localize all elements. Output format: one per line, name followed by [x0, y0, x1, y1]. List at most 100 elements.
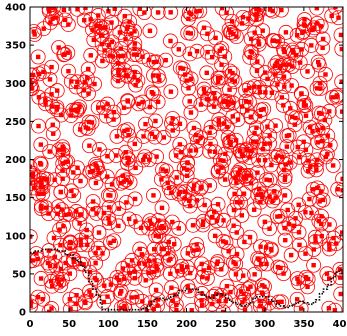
point-circle — [302, 119, 318, 135]
x-tick-label: 350 — [293, 319, 314, 330]
point-marker — [49, 64, 54, 70]
point-circle — [144, 84, 160, 100]
point-marker — [139, 252, 144, 257]
point-circle — [325, 89, 341, 105]
point-circle — [89, 272, 105, 288]
point-marker — [182, 166, 187, 171]
point-circle — [225, 26, 241, 42]
point-circle — [266, 33, 282, 49]
point-marker — [262, 284, 267, 289]
point-marker — [216, 299, 222, 304]
point-circle — [309, 80, 325, 96]
point-marker — [267, 141, 272, 146]
point-circle — [96, 294, 112, 310]
point-marker — [267, 178, 273, 183]
point-marker — [255, 170, 260, 175]
point-circle — [199, 26, 215, 42]
point-marker — [290, 64, 295, 69]
point-marker — [47, 77, 53, 82]
point-marker — [124, 200, 129, 205]
y-tick-label: 100 — [5, 231, 26, 242]
point-marker — [327, 222, 332, 227]
point-circle — [257, 214, 273, 230]
point-circle — [324, 8, 340, 24]
point-circle — [180, 11, 196, 27]
point-marker — [101, 210, 107, 216]
point-circle — [60, 63, 76, 79]
point-circle — [180, 245, 196, 261]
point-circle — [223, 137, 239, 153]
point-marker — [243, 99, 249, 104]
point-marker — [90, 207, 96, 212]
point-marker — [170, 298, 175, 303]
point-marker — [118, 180, 123, 186]
point-marker — [215, 259, 220, 264]
point-marker — [172, 241, 177, 247]
point-marker — [309, 210, 314, 216]
point-marker — [278, 63, 283, 69]
point-marker — [259, 195, 265, 200]
point-circle — [110, 218, 126, 234]
point-circle — [30, 251, 46, 267]
point-circle — [148, 113, 163, 129]
point-marker — [154, 154, 159, 159]
point-circle — [281, 127, 297, 143]
point-circle — [140, 220, 156, 236]
point-marker — [307, 196, 312, 202]
point-circle — [206, 204, 222, 220]
point-marker — [174, 307, 179, 312]
point-marker — [168, 38, 173, 44]
point-marker — [313, 235, 318, 240]
point-marker — [30, 303, 33, 309]
point-circle — [100, 7, 116, 19]
point-marker — [323, 154, 329, 160]
point-circle — [272, 59, 288, 75]
point-marker — [184, 264, 190, 270]
point-marker — [117, 54, 122, 59]
point-marker — [315, 127, 321, 133]
point-marker — [117, 291, 123, 296]
point-marker — [314, 86, 320, 91]
point-circle — [184, 302, 200, 312]
point-marker — [311, 263, 316, 268]
point-circle — [334, 104, 343, 120]
point-marker — [59, 207, 64, 212]
point-marker — [230, 114, 236, 119]
point-circle — [135, 94, 151, 110]
point-marker — [322, 117, 328, 123]
point-circle — [243, 175, 259, 191]
point-circle — [329, 89, 343, 105]
point-circle — [41, 243, 57, 259]
point-circle — [234, 207, 250, 223]
point-marker — [151, 193, 156, 198]
point-circle — [237, 302, 253, 312]
point-marker — [125, 24, 130, 29]
point-circle — [213, 261, 229, 277]
point-marker — [241, 191, 247, 196]
point-circle — [171, 41, 187, 57]
point-marker — [118, 46, 123, 51]
point-circle — [298, 98, 314, 113]
point-circle — [322, 137, 338, 153]
point-circle — [113, 283, 129, 299]
point-circle — [312, 75, 328, 91]
point-circle — [90, 240, 106, 256]
point-marker — [299, 47, 304, 52]
point-marker — [240, 153, 245, 159]
point-marker — [34, 251, 39, 256]
point-marker — [106, 205, 112, 210]
point-circle — [193, 97, 209, 112]
point-marker — [48, 20, 53, 25]
point-marker — [262, 157, 268, 163]
point-marker — [71, 257, 76, 262]
point-circle — [311, 213, 327, 229]
point-marker — [329, 13, 334, 19]
point-marker — [152, 134, 158, 140]
point-marker — [89, 293, 94, 298]
point-circle — [224, 13, 240, 29]
point-marker — [200, 303, 205, 308]
point-marker — [60, 277, 65, 282]
point-circle — [79, 70, 95, 86]
point-marker — [310, 27, 315, 33]
point-marker — [126, 132, 131, 138]
